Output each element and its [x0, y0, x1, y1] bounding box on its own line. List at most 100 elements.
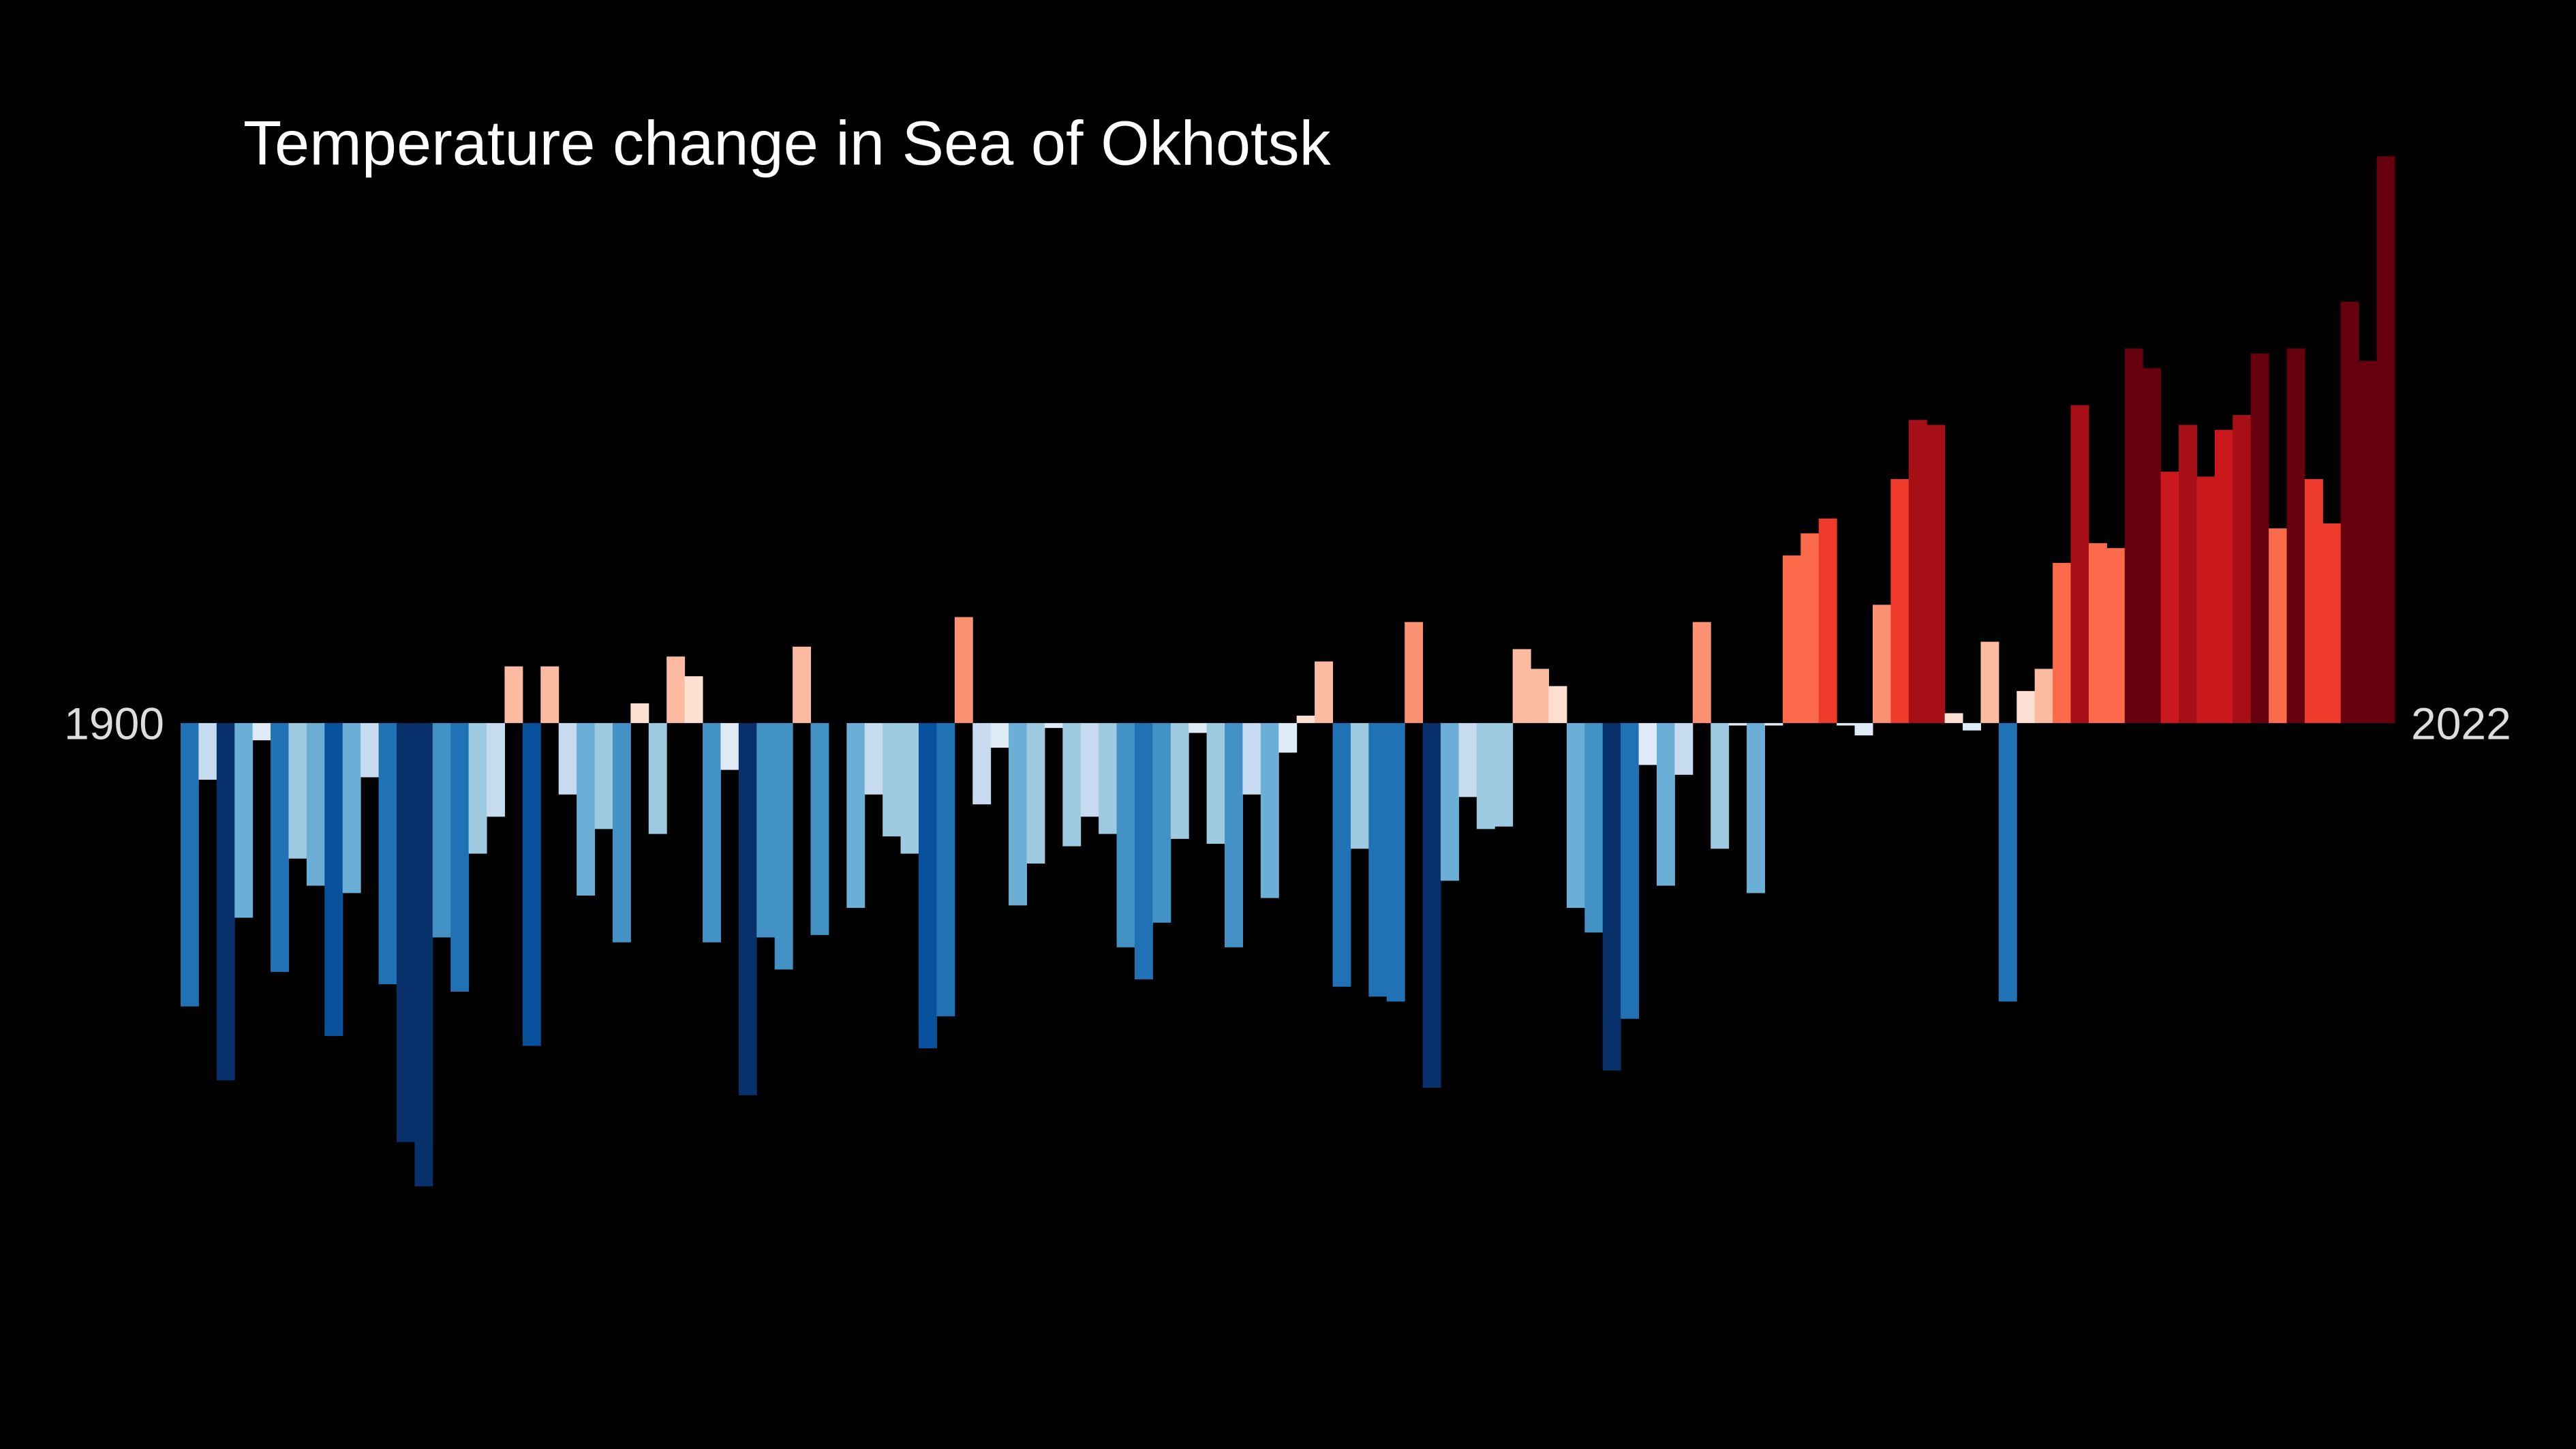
bar	[1044, 722, 1063, 729]
bar	[756, 722, 776, 938]
bar	[1602, 722, 1621, 1071]
bar	[1566, 722, 1585, 909]
bar	[1872, 605, 1891, 723]
bar	[540, 666, 559, 723]
bar	[2070, 405, 2089, 723]
bar	[1080, 722, 1099, 817]
bar	[684, 676, 703, 723]
bar	[1315, 661, 1334, 723]
bar	[720, 722, 739, 770]
bar	[1441, 722, 1459, 881]
bar	[450, 722, 470, 992]
bar	[1584, 722, 1604, 933]
bar	[2322, 523, 2342, 723]
bar	[1711, 722, 1730, 849]
bar	[288, 722, 307, 859]
bar	[2250, 353, 2269, 723]
bar	[1548, 686, 1567, 723]
bar	[774, 722, 793, 970]
bar	[1908, 420, 1927, 723]
bar	[2233, 414, 2252, 723]
bar	[1692, 622, 1711, 723]
bar	[1350, 722, 1369, 849]
bar	[864, 722, 883, 795]
bar	[594, 722, 613, 829]
bar	[1782, 555, 1801, 723]
bar	[1494, 722, 1514, 827]
bar	[487, 722, 505, 817]
bar	[1837, 722, 1856, 726]
bar	[1386, 722, 1405, 1002]
bar	[703, 722, 721, 943]
bar	[1890, 478, 1910, 723]
bar	[361, 722, 380, 778]
bar	[990, 722, 1009, 748]
bar	[954, 617, 973, 723]
bar	[2340, 301, 2359, 723]
bar	[2160, 472, 2179, 723]
bar	[846, 722, 865, 909]
bar	[1963, 722, 1981, 731]
bar	[1026, 722, 1045, 864]
bar	[2269, 528, 2288, 723]
bar	[1638, 722, 1657, 765]
bar	[793, 646, 812, 723]
bar	[1800, 533, 1820, 723]
bar	[883, 722, 902, 837]
bar	[1458, 722, 1477, 797]
bar	[1998, 722, 2017, 1002]
bar	[1260, 722, 1279, 898]
bar	[2376, 156, 2395, 723]
bar	[271, 722, 289, 973]
bar	[1927, 425, 1946, 723]
bar	[1854, 722, 1873, 735]
bar	[1657, 722, 1675, 886]
bar	[468, 722, 487, 854]
bar	[2214, 429, 2233, 723]
bar	[1152, 722, 1171, 923]
x-tick-label: 1900	[64, 698, 164, 748]
bar	[1405, 622, 1424, 723]
bar	[1189, 722, 1208, 733]
bar	[396, 722, 415, 1142]
bar	[2017, 690, 2036, 723]
bar	[738, 722, 757, 1095]
bar	[558, 722, 577, 795]
bar	[1062, 722, 1082, 846]
bar	[2304, 478, 2323, 723]
bar	[1134, 722, 1153, 979]
bar	[810, 722, 829, 935]
bar	[648, 722, 667, 834]
bar	[2088, 543, 2107, 723]
bar	[1422, 722, 1441, 1088]
bar	[252, 722, 271, 741]
bar	[432, 722, 451, 938]
bar	[1368, 722, 1387, 997]
bar	[2359, 361, 2378, 723]
bar	[234, 722, 254, 918]
bar	[1944, 713, 1963, 723]
bar	[324, 722, 343, 1037]
bar	[972, 722, 992, 805]
bar	[1225, 722, 1243, 947]
bar	[1728, 722, 1747, 726]
bar	[414, 722, 433, 1187]
bar	[630, 703, 649, 723]
bar	[1099, 722, 1118, 834]
bar	[919, 722, 937, 1049]
bar	[1332, 722, 1351, 987]
bar	[1476, 722, 1495, 829]
bar	[504, 666, 523, 723]
bar	[216, 722, 235, 1081]
bar	[1674, 722, 1693, 775]
bar	[198, 722, 217, 780]
bar	[181, 722, 199, 1007]
bar	[1980, 641, 1999, 723]
bar	[612, 722, 631, 943]
bar	[378, 722, 397, 985]
bar	[666, 656, 686, 723]
bar	[2034, 669, 2053, 723]
bar	[2106, 548, 2126, 723]
